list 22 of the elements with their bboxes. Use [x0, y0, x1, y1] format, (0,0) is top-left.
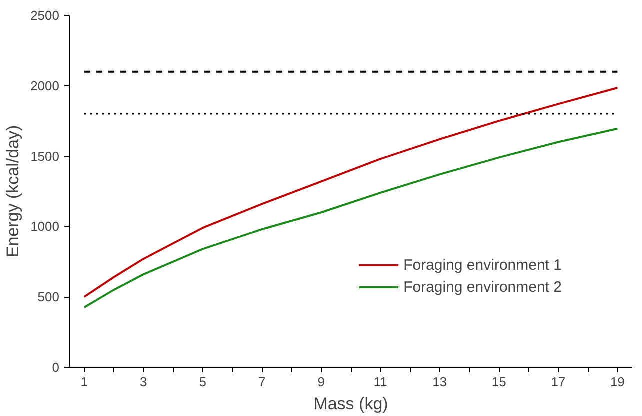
- y-tick-label: 0: [52, 360, 60, 375]
- line-series: [83, 87, 619, 298]
- x-tick-label: 5: [199, 374, 206, 390]
- x-tick-label: 1: [80, 374, 88, 390]
- x-tick-label: 19: [610, 374, 625, 390]
- x-axis-title: Mass (kg): [314, 394, 388, 414]
- y-tick-label: 500: [38, 290, 60, 305]
- y-tick-label: 1500: [30, 148, 60, 164]
- legend-label: Foraging environment 1: [404, 256, 562, 274]
- y-tick-label: 2500: [30, 8, 60, 23]
- x-tick-label: 17: [551, 374, 566, 390]
- legend-label: Foraging environment 2: [404, 278, 562, 296]
- x-tick-label: 11: [374, 374, 388, 390]
- y-axis-title: Energy (kcal/day): [4, 125, 23, 258]
- y-tick-label: 2000: [30, 78, 60, 94]
- line-series: [83, 128, 619, 309]
- x-tick-label: 7: [258, 374, 266, 390]
- y-tick-label: 1000: [30, 219, 60, 234]
- x-tick-label: 13: [432, 374, 448, 390]
- x-tick-label: 9: [318, 374, 325, 390]
- x-tick-label: 3: [140, 374, 148, 390]
- x-tick-label: 15: [492, 374, 506, 390]
